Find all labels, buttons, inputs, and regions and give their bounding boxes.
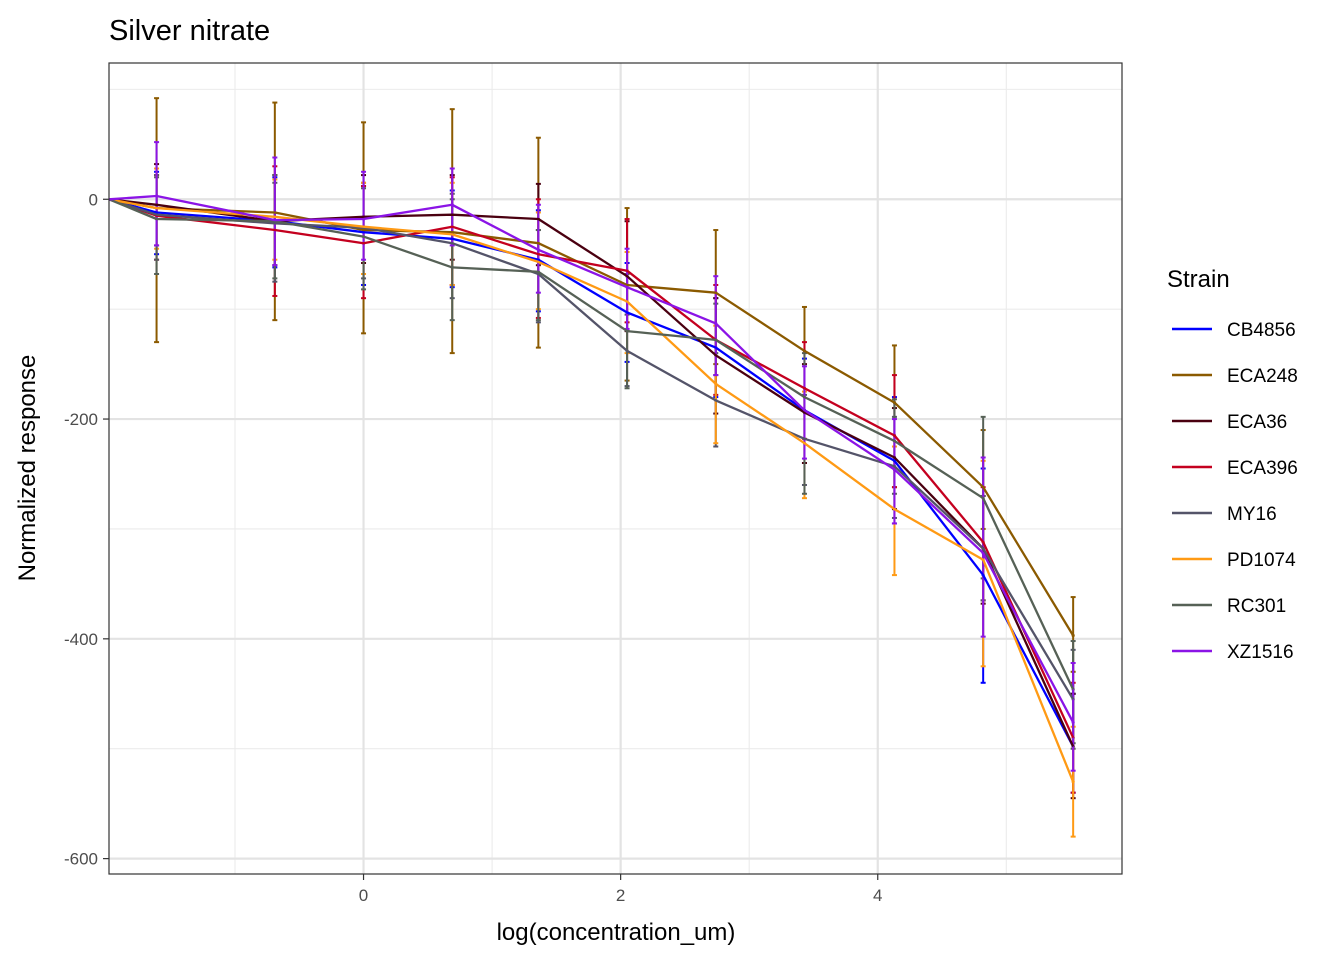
- legend-item-eca36: ECA36: [1172, 412, 1287, 433]
- x-axis: 0 2 4: [359, 874, 882, 905]
- series-line-eca248: [108, 198, 1075, 637]
- plot-panel: [108, 62, 1123, 875]
- grid-major: [109, 63, 1122, 874]
- legend-label: MY16: [1227, 504, 1277, 525]
- x-tick-label: 4: [873, 886, 882, 905]
- legend-label: ECA396: [1227, 458, 1298, 479]
- chart-title: Silver nitrate: [109, 15, 270, 47]
- legend-label: ECA36: [1227, 412, 1287, 433]
- series-line-eca396: [108, 198, 1075, 739]
- series-lines: [108, 194, 1075, 783]
- y-tick-label: -200: [64, 410, 98, 429]
- legend-label: PD1074: [1227, 550, 1296, 571]
- legend-item-eca396: ECA396: [1172, 458, 1298, 479]
- legend-item-xz1516: XZ1516: [1172, 642, 1294, 663]
- y-axis-title: Normalized response: [14, 355, 41, 582]
- legend: Strain CB4856 ECA248 ECA36 ECA396 MY16 PD1074…: [1167, 266, 1298, 663]
- series-line-rc301: [108, 198, 1075, 690]
- legend-item-rc301: RC301: [1172, 596, 1286, 617]
- legend-label: RC301: [1227, 596, 1286, 617]
- x-tick-label: 2: [616, 886, 625, 905]
- legend-label: CB4856: [1227, 320, 1296, 341]
- x-tick-label: 0: [359, 886, 368, 905]
- y-tick-label: -600: [64, 850, 98, 869]
- legend-items: CB4856 ECA248 ECA36 ECA396 MY16 PD1074 RC301 XZ…: [1172, 320, 1298, 663]
- legend-item-eca248: ECA248: [1172, 366, 1298, 387]
- panel-background: [109, 63, 1122, 874]
- legend-item-my16: MY16: [1172, 504, 1277, 525]
- legend-title: Strain: [1167, 266, 1230, 293]
- y-tick-label: 0: [89, 190, 98, 209]
- legend-item-pd1074: PD1074: [1172, 550, 1296, 571]
- legend-label: ECA248: [1227, 366, 1298, 387]
- legend-label: XZ1516: [1227, 642, 1294, 663]
- y-tick-label: -400: [64, 630, 98, 649]
- legend-item-cb4856: CB4856: [1172, 320, 1296, 341]
- series-line-eca36: [108, 198, 1075, 747]
- series-line-xz1516: [108, 194, 1075, 723]
- x-axis-title: log(concentration_um): [497, 919, 736, 946]
- y-axis: 0 -200 -400 -600: [64, 190, 109, 869]
- panel-border: [108, 62, 1123, 875]
